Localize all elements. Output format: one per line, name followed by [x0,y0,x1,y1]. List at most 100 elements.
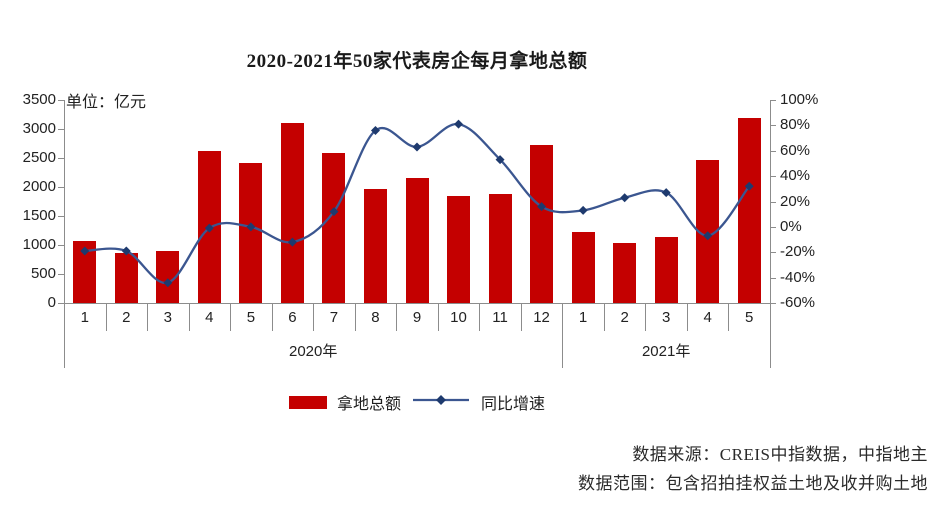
right-axis-tick-label: 80% [780,116,811,134]
month-separator [230,303,232,331]
right-tick-mark [770,303,776,304]
right-axis-tick-label: 40% [780,167,811,185]
month-separator [520,303,522,331]
month-label: 1 [578,309,588,326]
right-tick-mark [770,100,776,101]
left-tick-mark [58,187,64,188]
left-axis-tick-label: 1000 [22,236,56,253]
bar [363,188,387,303]
month-label: 7 [329,309,339,326]
left-axis-tick-label: 3000 [22,120,56,137]
month-separator [147,303,149,331]
left-tick-mark [58,303,64,304]
month-label: 11 [492,309,508,326]
year-label: 2020年 [288,343,338,360]
year-label: 2021年 [641,343,691,360]
footer-source-line: 数据来源：CREIS中指数据，中指地主 [632,445,928,464]
right-tick-mark [770,176,776,178]
legend-line-swatch [411,393,471,412]
month-label: 2 [122,309,131,326]
footer-scope-line: 数据范围：包含招拍挂权益土地及收并购土地 [578,474,928,493]
legend-line-icon [413,394,469,405]
left-tick-mark [58,129,64,130]
bar [322,152,346,303]
legend-bar-swatch [288,395,327,409]
month-separator [728,303,730,331]
right-tick-mark [770,252,776,254]
data-source-note: 数据来源：CREIS中指数据，中指地主 数据范围：包含招拍挂权益土地及收并购土地 [578,440,928,498]
axis-unit-label: 单位：亿元 [66,94,147,111]
bar [737,117,761,303]
bar [156,250,180,303]
right-tick-mark [770,150,776,152]
bar [197,151,221,303]
month-label: 1 [80,309,89,326]
month-separator [437,303,439,331]
left-tick-mark [58,245,64,246]
bar [114,252,138,303]
left-tick-mark [58,216,64,217]
line-marker [370,125,380,135]
line-marker [578,205,588,215]
right-tick-mark [770,201,776,203]
left-axis-tick-label: 2000 [22,178,56,195]
legend: 拿地总额 同比增速 [64,390,770,414]
month-label: 5 [246,309,256,326]
left-axis-tick-label: 2500 [22,149,56,166]
right-axis-tick-label: -60% [780,294,816,311]
right-tick-mark [770,226,776,228]
month-label: 9 [412,309,422,326]
bar [73,240,97,303]
bar [488,193,512,303]
bar [239,163,263,303]
month-label: 2 [620,309,629,326]
legend-line-label: 同比增速 [481,396,546,413]
right-axis-tick-label: 0% [780,217,802,235]
left-tick-mark [58,158,64,159]
right-axis-tick-label: 100% [780,91,819,108]
left-axis-tick-label: 1500 [22,207,56,224]
month-label: 12 [533,309,550,326]
right-axis-tick-label: 20% [780,192,811,210]
bar [613,243,637,303]
right-axis-line [770,100,771,368]
right-axis-tick-label: 60% [780,141,811,159]
month-separator [188,303,190,331]
left-tick-mark [58,274,64,275]
bottom-axis-line [64,303,770,304]
left-axis-line [64,100,65,368]
year-separator [562,303,564,368]
month-separator [271,303,273,331]
bar [571,232,595,303]
right-tick-mark [770,125,776,127]
month-separator [479,303,481,331]
line-marker [454,119,464,129]
month-separator [396,303,398,331]
left-axis-tick-label: 500 [30,265,56,282]
line-marker [495,155,505,165]
month-separator [313,303,315,331]
month-label: 10 [450,309,467,326]
month-label: 3 [661,309,671,326]
chart-title: 2020-2021年50家代表房企每月拿地总额 [246,51,588,72]
left-axis-tick-label: 0 [47,294,56,311]
month-separator [645,303,647,331]
month-label: 5 [745,309,754,326]
month-label: 6 [288,309,297,326]
bar [447,195,471,303]
month-label: 3 [163,309,172,326]
legend-bar-label: 拿地总额 [336,396,401,413]
line-marker [620,193,630,203]
left-axis-tick-label: 3500 [22,91,56,108]
month-label: 4 [703,309,712,326]
line-marker [412,142,422,152]
month-separator [603,303,605,331]
bar [405,177,429,303]
month-label: 4 [205,309,214,326]
month-separator [105,303,107,331]
month-separator [354,303,356,331]
bar [280,123,304,303]
month-label: 8 [371,309,380,326]
right-axis-tick-label: -20% [780,243,816,261]
